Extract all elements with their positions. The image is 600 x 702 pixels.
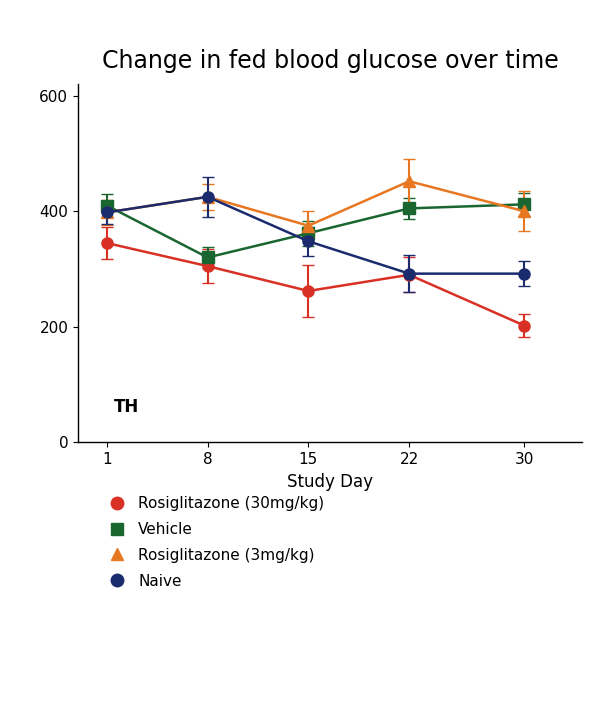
Text: TH: TH [114, 398, 139, 416]
X-axis label: Study Day: Study Day [287, 472, 373, 491]
Legend: Rosiglitazone (30mg/kg), Vehicle, Rosiglitazone (3mg/kg), Naive: Rosiglitazone (30mg/kg), Vehicle, Rosigl… [111, 496, 325, 588]
Title: Change in fed blood glucose over time: Change in fed blood glucose over time [101, 48, 559, 72]
